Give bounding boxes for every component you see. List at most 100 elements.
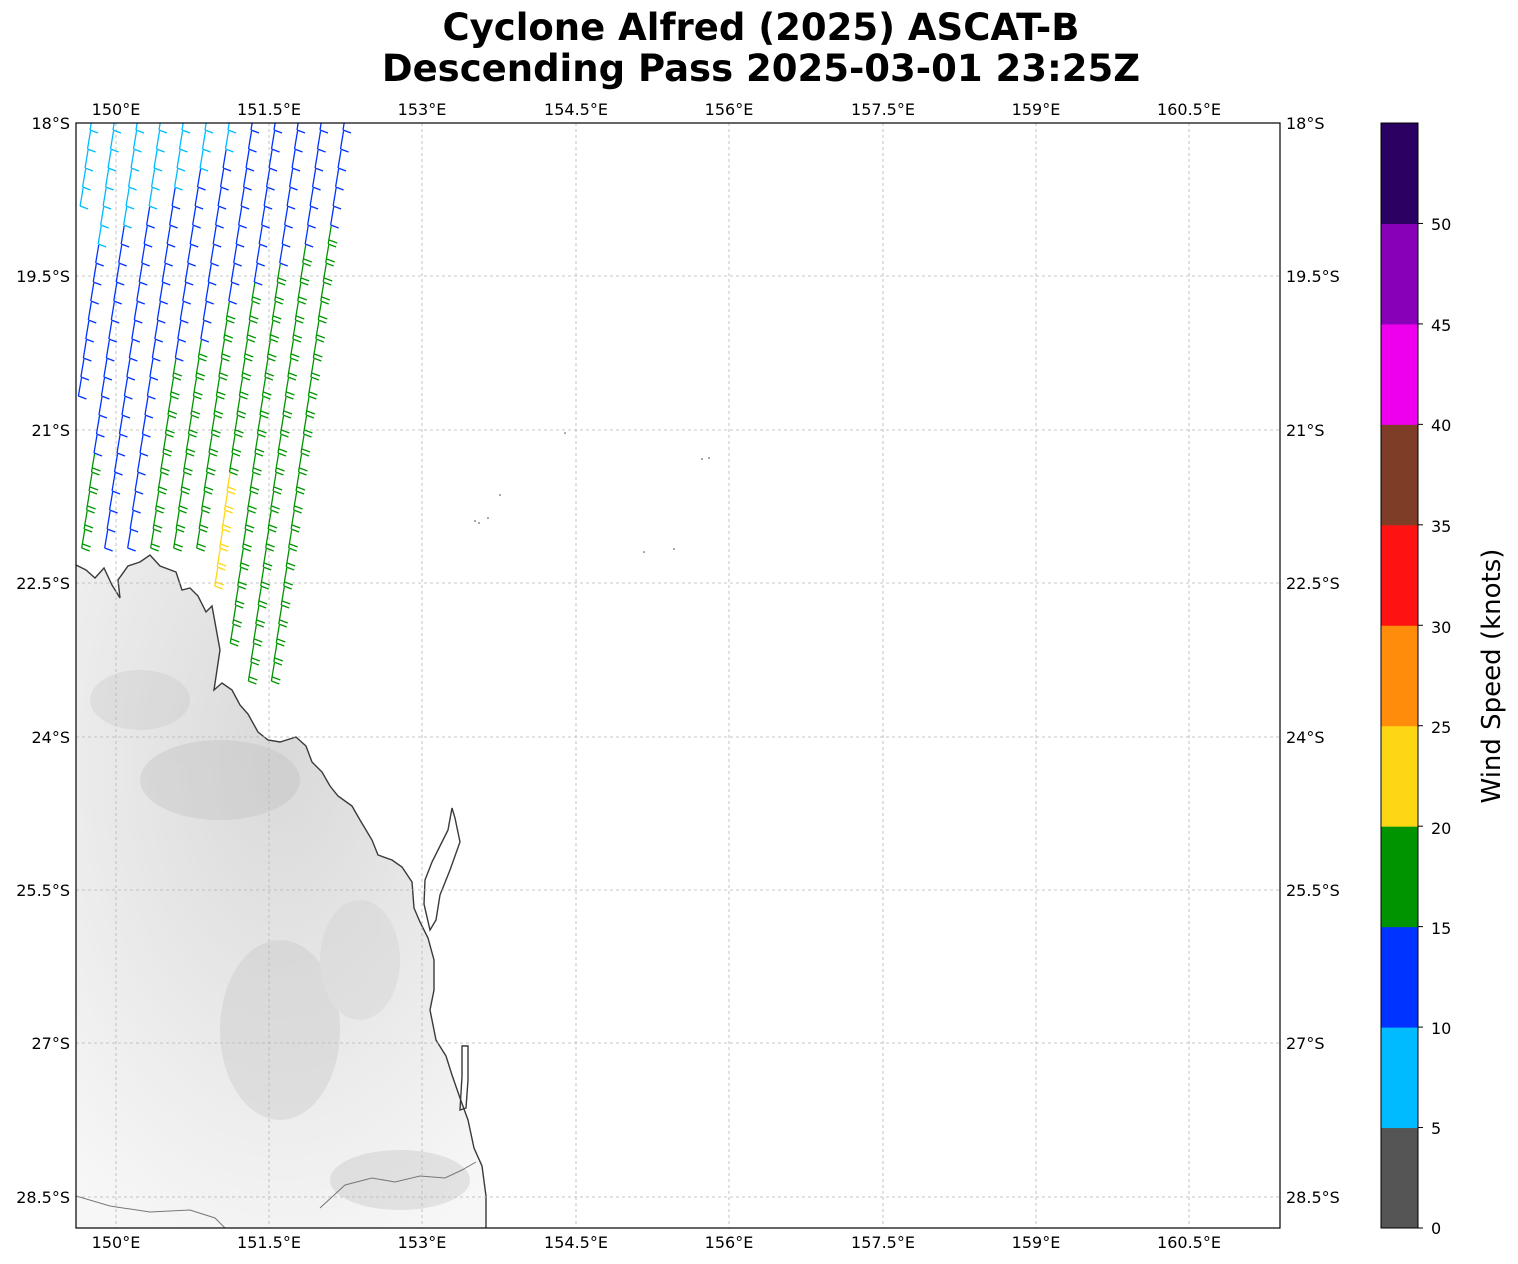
wind-barb-staff: [269, 491, 275, 511]
wind-barb-flag: [299, 467, 308, 472]
wind-barb-flag: [196, 372, 206, 377]
wind-barb-flag: [291, 167, 301, 172]
wind-barb-flag: [196, 547, 205, 552]
wind-barb-flag: [231, 281, 240, 286]
wind-barb-flag: [235, 243, 245, 248]
wind-barb-staff: [133, 301, 138, 321]
wind-barb-staff: [291, 149, 296, 169]
wind-barb-flag: [202, 505, 211, 510]
wind-barb-flag: [182, 300, 191, 305]
wind-barb-staff: [104, 529, 109, 549]
wind-barb-flag: [166, 243, 176, 248]
wind-barb-flag: [78, 395, 87, 400]
wind-barb-flag: [96, 433, 105, 438]
wind-barb-staff: [249, 472, 254, 492]
wind-barb-flag: [204, 486, 214, 491]
wind-barb-flag: [93, 281, 102, 286]
lat-label-right: 25.5°S: [1286, 881, 1340, 900]
lat-label-left: 27°S: [31, 1034, 70, 1053]
wind-barb-flag: [295, 319, 304, 324]
lat-label-right: 27°S: [1286, 1034, 1325, 1053]
wind-barb-staff: [149, 358, 154, 378]
state-border: [319, 1161, 477, 1209]
wind-barb-flag: [261, 224, 270, 229]
wind-barb-flag: [144, 414, 154, 419]
wind-barb-flag: [287, 376, 297, 381]
wind-barb-flag: [281, 429, 290, 434]
wind-barb-flag: [272, 676, 281, 681]
wind-barb-flag: [212, 243, 222, 248]
wind-barb-flag: [174, 543, 183, 548]
wind-barb-flag: [314, 167, 324, 172]
wind-barb-flag: [187, 262, 196, 267]
wind-barb-flag: [83, 357, 92, 362]
coastline: [76, 554, 487, 1228]
wind-barb-flag: [151, 543, 160, 548]
wind-barb-staff: [225, 301, 230, 321]
wind-barb-flag: [323, 281, 332, 286]
wind-barb-staff: [309, 187, 314, 207]
wind-barb-staff: [146, 377, 152, 397]
wind-barb-staff: [154, 491, 160, 511]
longitude-labels-bottom: 150°E 151.5°E 153°E 154.5°E 156°E 157.5°…: [92, 1233, 1221, 1252]
colorbar-segment: [1381, 424, 1418, 526]
wind-barb-flag: [116, 452, 126, 457]
wind-barb-staff: [311, 168, 317, 188]
wind-barb-flag: [217, 391, 226, 396]
wind-barb-staff: [190, 396, 195, 416]
wind-barb-staff: [77, 377, 83, 397]
wind-barb-staff: [290, 510, 295, 530]
wind-barb-flag: [87, 148, 96, 153]
wind-barb-staff: [302, 415, 308, 435]
wind-barb-staff: [123, 377, 129, 397]
wind-barb-flag: [204, 129, 214, 134]
wind-barb-staff: [98, 396, 103, 416]
wind-barb-staff: [116, 434, 121, 454]
colorbar-ticks: 0 5 10 15 20 25 30 35 40 45 50: [1431, 215, 1451, 1238]
wind-barb-staff: [289, 339, 295, 359]
wind-barbs-swath: [77, 123, 352, 685]
wind-barb-flag: [116, 281, 125, 286]
wind-barb-flag: [128, 186, 137, 191]
wind-barb-flag: [162, 281, 171, 286]
colorbar: [1380, 122, 1423, 1229]
colorbar-tick-label: 20: [1431, 819, 1451, 838]
wind-barb-flag: [281, 243, 291, 248]
wind-barb-flag: [245, 167, 255, 172]
wind-barb-flag: [80, 376, 90, 381]
wind-barb-flag: [253, 467, 262, 472]
wind-barb-flag: [335, 186, 344, 191]
wind-barb-staff: [282, 396, 287, 416]
wind-barb-flag: [298, 471, 307, 476]
wind-barb-staff: [273, 643, 278, 663]
lat-label-right: 21°S: [1286, 421, 1325, 440]
wind-barb-flag: [298, 296, 307, 301]
wind-barb-staff: [166, 225, 171, 245]
wind-barb-flag: [272, 490, 282, 495]
wind-barb-flag: [270, 509, 279, 514]
wind-barb-flag: [214, 585, 223, 590]
colorbar-segment: [1381, 1027, 1418, 1129]
wind-barb-staff: [103, 358, 108, 378]
wind-barb-flag: [134, 319, 143, 324]
wind-barb-flag: [158, 486, 168, 491]
wind-barb-staff: [177, 491, 183, 511]
lon-label-bottom: 151.5°E: [237, 1233, 301, 1252]
wind-barb-staff: [224, 130, 230, 150]
wind-barb-flag: [277, 281, 286, 286]
wind-barb-staff: [250, 643, 255, 663]
wind-barb-flag: [219, 547, 228, 552]
wind-barb-flag: [199, 524, 209, 529]
wind-barb-staff: [322, 263, 327, 283]
wind-barb-staff: [178, 130, 184, 150]
wind-barb-flag: [175, 357, 184, 362]
wind-barb-flag: [139, 281, 148, 286]
wind-barb-staff: [279, 244, 284, 264]
wind-barb-flag: [258, 429, 267, 434]
wind-barb-flag: [263, 391, 272, 396]
wind-barb-staff: [80, 358, 85, 378]
wind-barb-flag: [215, 581, 224, 586]
wind-barb-flag: [180, 319, 189, 324]
wind-barb-staff: [204, 123, 207, 131]
wind-barb-flag: [313, 357, 322, 362]
